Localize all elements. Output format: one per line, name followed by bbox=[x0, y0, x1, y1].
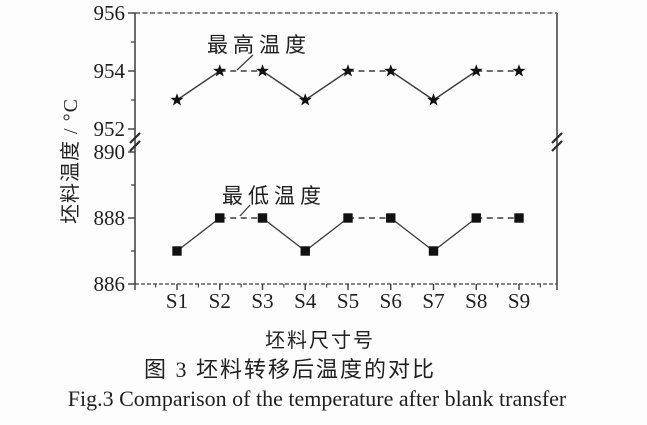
marker-square-S6 bbox=[386, 213, 396, 223]
marker-star-S3 bbox=[256, 64, 269, 77]
marker-star-S1 bbox=[170, 93, 184, 106]
y-tick-label-952: 952 bbox=[94, 117, 126, 141]
y-tick-label-956: 956 bbox=[94, 1, 126, 25]
axis-break-right-0 bbox=[551, 132, 563, 144]
series-1-segment-6 bbox=[433, 217, 477, 252]
y-tick-label-886: 886 bbox=[94, 272, 126, 296]
marker-star-S5 bbox=[341, 64, 355, 77]
marker-star-S8 bbox=[469, 64, 483, 77]
series-label-min-temperature: 最低温度 bbox=[222, 184, 326, 208]
series-0-segment-5 bbox=[390, 70, 434, 101]
x-tick-label-S6: S6 bbox=[380, 289, 402, 313]
marker-star-S7 bbox=[427, 93, 440, 106]
axis-break-right-1 bbox=[551, 140, 563, 152]
x-tick-label-S7: S7 bbox=[422, 289, 444, 313]
marker-square-S7 bbox=[428, 246, 439, 256]
series-0-segment-2 bbox=[262, 70, 306, 101]
x-tick-label-S5: S5 bbox=[337, 289, 359, 313]
marker-star-S4 bbox=[298, 93, 312, 106]
x-tick-label-S2: S2 bbox=[209, 289, 231, 313]
series-1-segment-2 bbox=[262, 217, 306, 252]
caption-english: Fig.3 Comparison of the temperature afte… bbox=[67, 386, 567, 411]
marker-square-S5 bbox=[343, 213, 353, 223]
series-1-segment-5 bbox=[390, 217, 434, 252]
marker-star-S9 bbox=[512, 64, 526, 77]
x-tick-label-S4: S4 bbox=[294, 289, 317, 313]
series-1-segment-3 bbox=[304, 217, 349, 252]
series-0-segment-3 bbox=[304, 70, 349, 101]
x-tick-label-S8: S8 bbox=[465, 289, 487, 313]
marker-square-S2 bbox=[215, 213, 225, 223]
y-tick-label-888: 888 bbox=[94, 206, 126, 230]
x-tick-label-S1: S1 bbox=[166, 289, 188, 313]
marker-star-S6 bbox=[384, 64, 398, 77]
y-axis-title: 坯料温度 / °C bbox=[60, 98, 82, 224]
y-tick-label-954: 954 bbox=[94, 59, 126, 83]
marker-square-S4 bbox=[300, 246, 310, 256]
marker-square-S8 bbox=[471, 213, 481, 223]
series-1-segment-0 bbox=[176, 217, 221, 252]
axis-break-left-1 bbox=[129, 140, 141, 152]
leader-line-max-temperature bbox=[236, 54, 254, 71]
caption-chinese: 图 3 坯料转移后温度的对比 bbox=[143, 357, 436, 382]
series-0-segment-6 bbox=[433, 70, 477, 101]
axis-break-left-0 bbox=[129, 132, 141, 144]
marker-square-S9 bbox=[514, 213, 524, 223]
leader-line-min-temperature bbox=[239, 204, 251, 217]
marker-square-S3 bbox=[257, 213, 268, 223]
x-tick-label-S9: S9 bbox=[508, 289, 530, 313]
x-tick-label-S3: S3 bbox=[251, 289, 273, 313]
marker-star-S2 bbox=[213, 64, 227, 77]
series-label-max-temperature: 最高温度 bbox=[207, 33, 311, 57]
y-tick-label-890: 890 bbox=[94, 140, 126, 164]
series-0-segment-0 bbox=[176, 70, 221, 101]
marker-square-S1 bbox=[172, 246, 182, 256]
x-axis-title: 坯料尺寸号 bbox=[265, 330, 375, 352]
